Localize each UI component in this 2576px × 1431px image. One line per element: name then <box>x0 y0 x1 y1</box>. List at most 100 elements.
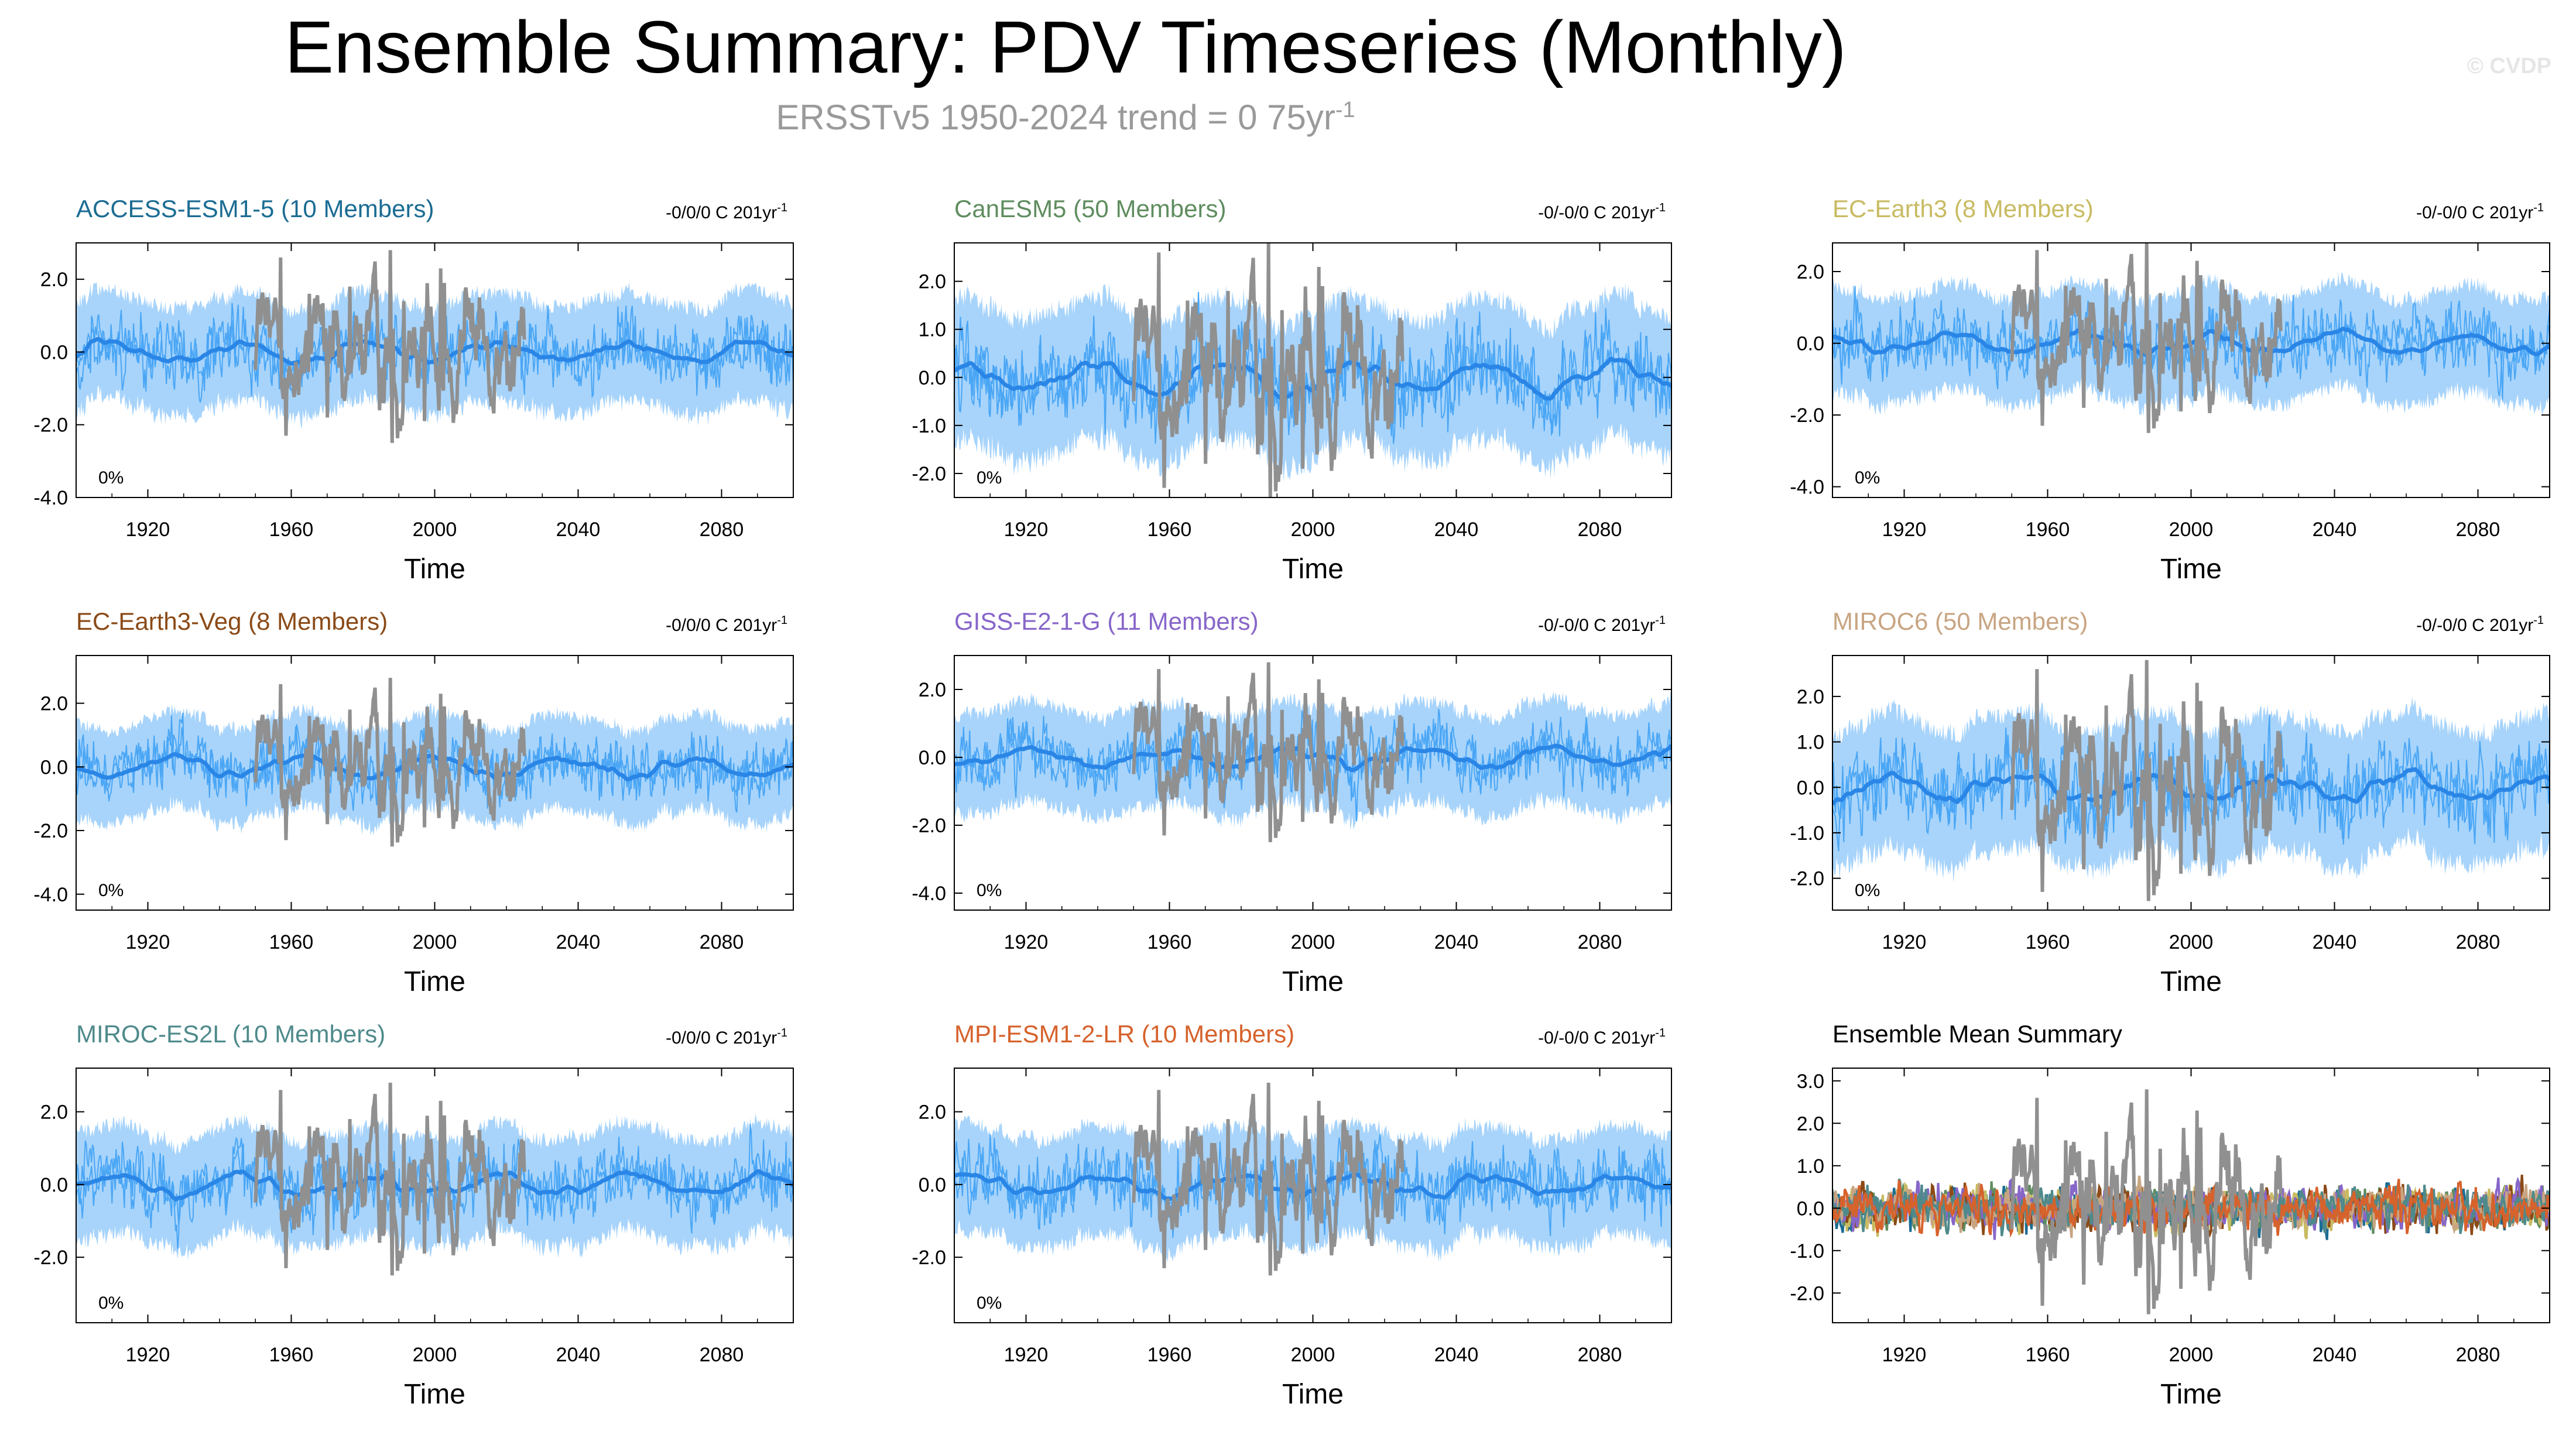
x-tick-label: 1920 <box>1882 931 1927 953</box>
figure-subtitle: ERSSTv5 1950-2024 trend = 0 75yr-1 <box>0 97 2131 138</box>
y-tick-label: 0.0 <box>1797 333 1824 355</box>
panel-trend: -0/-0/0 C 201yr-1 <box>2416 201 2544 222</box>
panel-title: GISS-E2-1-G (11 Members) <box>954 608 1259 635</box>
x-axis-label: Time <box>2160 554 2222 585</box>
ensemble-member-line <box>954 716 1671 822</box>
panel-trend: -0/-0/0 C 201yr-1 <box>2416 614 2544 635</box>
panel-trend-superscript: -1 <box>777 614 787 627</box>
x-tick-label: 2000 <box>2169 519 2214 541</box>
x-tick-label: 2080 <box>1578 519 1622 541</box>
chart-panel-4: EC-Earth3-Veg (8 Members) -0/0/0 C 201yr-… <box>33 608 794 997</box>
y-tick-label: 1.0 <box>1797 732 1824 754</box>
x-tick-label: 2000 <box>1291 1344 1335 1366</box>
x-tick-label: 2000 <box>1291 931 1335 953</box>
x-tick-label: 1960 <box>1147 931 1192 953</box>
panel-title: CanESM5 (50 Members) <box>954 195 1226 222</box>
x-tick-label: 2000 <box>413 931 457 953</box>
panel-title: MIROC-ES2L (10 Members) <box>76 1020 385 1048</box>
plot-area <box>1832 660 2550 901</box>
chart-panel-7: MIROC-ES2L (10 Members) -0/0/0 C 201yr-1 2… <box>33 1020 794 1410</box>
chart-panel-5: GISS-E2-1-G (11 Members) -0/-0/0 C 201yr-… <box>912 608 1672 997</box>
observations-line <box>1132 662 1405 843</box>
percent-label: 0% <box>977 1293 1002 1313</box>
percent-label: 0% <box>98 468 124 488</box>
plot-area <box>1832 243 2550 433</box>
y-tick-label: -4.0 <box>33 884 68 906</box>
plot-area <box>954 243 1671 497</box>
panel-trend-superscript: -1 <box>2533 614 2544 627</box>
observations-line <box>1132 1082 1405 1276</box>
panel-title: MPI-ESM1-2-LR (10 Members) <box>954 1020 1294 1048</box>
y-tick-label: 2.0 <box>40 693 68 715</box>
y-tick-label: 1.0 <box>919 319 946 341</box>
y-tick-label: 0.0 <box>40 1174 68 1196</box>
y-tick-label: 2.0 <box>919 271 946 293</box>
x-tick-label: 1960 <box>269 931 314 953</box>
y-tick-label: 3.0 <box>1797 1070 1824 1093</box>
x-tick-label: 2080 <box>2456 931 2500 953</box>
chart-panel-8: MPI-ESM1-2-LR (10 Members) -0/-0/0 C 201y… <box>912 1020 1672 1410</box>
y-tick-label: 0.0 <box>919 367 946 389</box>
percent-label: 0% <box>1855 881 1880 900</box>
panel-trend-superscript: -1 <box>777 1027 787 1039</box>
x-tick-label: 1960 <box>269 519 314 541</box>
x-tick-label: 1960 <box>269 1344 314 1366</box>
cvdp-watermark: © CVDP <box>2467 54 2551 78</box>
panel-trend: -0/0/0 C 201yr-1 <box>666 201 787 222</box>
chart-panel-6: MIROC6 (50 Members) -0/-0/0 C 201yr-1 2.0 1… <box>1790 608 2550 997</box>
observations-line <box>254 250 526 443</box>
percent-label: 0% <box>977 881 1002 900</box>
y-tick-label: -2.0 <box>912 815 946 837</box>
x-tick-label: 2080 <box>700 519 744 541</box>
y-tick-label: 2.0 <box>919 1101 946 1124</box>
x-tick-label: 2000 <box>2169 1344 2214 1366</box>
x-tick-label: 1960 <box>2026 1344 2070 1366</box>
x-tick-label: 2040 <box>1434 1344 1479 1366</box>
x-tick-label: 1920 <box>1004 519 1049 541</box>
panel-title: EC-Earth3-Veg (8 Members) <box>76 608 388 635</box>
y-tick-label: -2.0 <box>1790 404 1824 427</box>
y-tick-label: 2.0 <box>919 679 946 701</box>
observations-line <box>2010 660 2283 901</box>
x-tick-label: 2040 <box>1434 519 1479 541</box>
y-tick-label: -1.0 <box>1790 1240 1824 1262</box>
x-tick-label: 1920 <box>126 1344 170 1366</box>
panel-trend-superscript: -1 <box>2533 201 2544 214</box>
x-axis-label: Time <box>404 554 465 585</box>
x-tick-label: 2080 <box>2456 519 2500 541</box>
y-tick-label: 2.0 <box>40 1101 68 1124</box>
x-tick-label: 1920 <box>1882 1344 1927 1366</box>
x-tick-label: 2080 <box>700 1344 744 1366</box>
y-tick-label: -2.0 <box>33 820 68 842</box>
panel-title: ACCESS-ESM1-5 (10 Members) <box>76 195 434 222</box>
x-tick-label: 1960 <box>2026 931 2070 953</box>
ensemble-mean-line <box>76 752 793 781</box>
observations-line <box>254 1082 526 1276</box>
x-tick-label: 2040 <box>556 1344 601 1366</box>
y-tick-label: -1.0 <box>1790 822 1824 845</box>
x-tick-label: 1920 <box>1004 1344 1049 1366</box>
panel-trend: -0/-0/0 C 201yr-1 <box>1538 201 1666 222</box>
percent-label: 0% <box>98 881 124 900</box>
chart-panel-1: ACCESS-ESM1-5 (10 Members) -0/0/0 C 201yr… <box>33 195 794 585</box>
chart-panel-3: EC-Earth3 (8 Members) -0/-0/0 C 201yr-1 2.… <box>1790 195 2550 585</box>
plot-area <box>1832 1089 2550 1315</box>
y-tick-label: -2.0 <box>33 1247 68 1269</box>
x-tick-label: 1920 <box>1882 519 1927 541</box>
y-tick-label: -2.0 <box>33 414 68 437</box>
x-axis-label: Time <box>1282 966 1344 997</box>
x-tick-label: 1960 <box>1147 519 1192 541</box>
x-axis-label: Time <box>404 966 465 997</box>
x-tick-label: 1960 <box>1147 1344 1192 1366</box>
y-tick-label: -2.0 <box>1790 868 1824 890</box>
x-tick-label: 2080 <box>1578 931 1622 953</box>
panel-trend: -0/0/0 C 201yr-1 <box>666 1027 787 1048</box>
observations-line <box>1132 243 1405 497</box>
y-tick-label: -4.0 <box>33 487 68 509</box>
percent-label: 0% <box>1855 468 1880 488</box>
panel-trend-superscript: -1 <box>1655 201 1666 214</box>
x-axis-label: Time <box>1282 554 1344 585</box>
y-tick-label: -4.0 <box>912 883 946 905</box>
panel-trend: -0/-0/0 C 201yr-1 <box>1538 1027 1666 1048</box>
